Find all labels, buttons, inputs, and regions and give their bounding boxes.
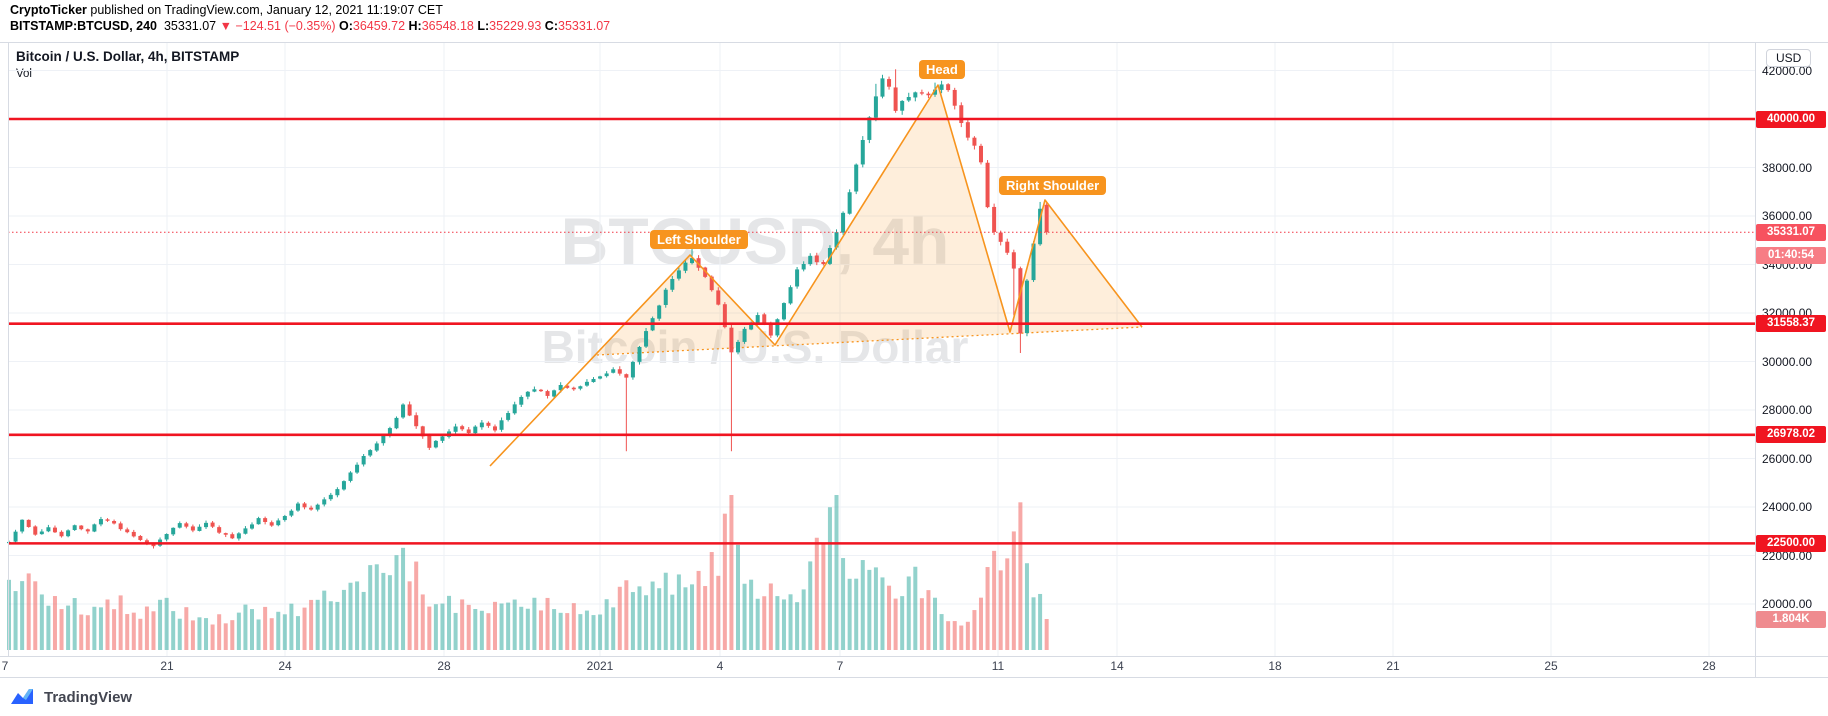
time-axis-label: 28 [1702, 659, 1716, 673]
price-axis-label: 20000.00 [1762, 597, 1813, 611]
level-price-badge: 26978.02 [1756, 426, 1826, 444]
last-price-badge: 35331.07 [1756, 223, 1826, 241]
time-axis-label: 11 [991, 659, 1005, 673]
low-label: L: [477, 19, 490, 33]
pane-borders [0, 42, 1828, 678]
last-volume-badge: 1.804K [1756, 610, 1826, 628]
time-axis-label: 2021 [586, 659, 614, 673]
level-price-badge: 40000.00 [1756, 110, 1826, 128]
price-axis-label: 22000.00 [1762, 548, 1813, 563]
tradingview-brand-text: TradingView [44, 688, 133, 706]
time-axis-label: 7 [836, 659, 844, 673]
last-price: 35331.07 [163, 19, 217, 33]
level-price-badge: 22500.00 [1756, 534, 1826, 552]
price-axis-label: 42000.00 [1762, 63, 1813, 78]
price-axis-label: 36000.00 [1762, 209, 1813, 223]
time-axis-label: 21 [160, 659, 174, 673]
head-and-shoulders-fill [596, 85, 1143, 356]
head-label[interactable]: Head [919, 60, 965, 79]
volume-bars [7, 495, 1049, 650]
open-label: O: [339, 19, 353, 33]
chart-legend-title[interactable]: Bitcoin / U.S. Dollar, 4h, BITSTAMP [16, 49, 240, 64]
time-axis-label: 21 [1386, 659, 1400, 673]
price-axis-label: 28000.00 [1762, 403, 1813, 417]
bar-countdown-badge: 01:40:54 [1756, 246, 1826, 264]
head-and-shoulders-outline [489, 84, 1143, 467]
right-shoulder-label[interactable]: Right Shoulder [999, 176, 1107, 195]
publish-text: published on TradingView.com, January 12… [86, 3, 443, 17]
time-axis-label: 7 [1, 659, 9, 673]
time-axis-label: 25 [1544, 659, 1558, 673]
price-axis-label: 38000.00 [1762, 160, 1813, 175]
tradingview-branding[interactable]: TradingView [10, 687, 132, 707]
high-label: H: [408, 19, 422, 33]
author-name: CryptoTicker [10, 3, 87, 17]
price-axis-label: 26000.00 [1762, 451, 1813, 466]
time-axis-label: 18 [1268, 659, 1282, 673]
tradingview-logo-icon [11, 689, 33, 704]
high-value: 36548.18 [421, 19, 474, 33]
open-value: 36459.72 [352, 19, 406, 33]
symbol-ohlc-bar: BITSTAMP:BTCUSD, 240 35331.07 ▼ −124.51 … [10, 19, 610, 34]
horizontal-level-lines [8, 117, 1755, 545]
left-shoulder-label[interactable]: Left Shoulder [650, 230, 748, 249]
time-axis-label: 24 [278, 659, 292, 673]
grid-lines [8, 43, 1755, 656]
symbol-name: BITSTAMP:BTCUSD, 240 [10, 19, 158, 33]
currency-unit-button[interactable]: USD [1766, 49, 1812, 67]
price-change: −124.51 (−0.35%) [235, 19, 336, 33]
time-axis-label: 14 [1110, 659, 1124, 673]
price-axis-label: 30000.00 [1762, 354, 1813, 369]
close-label: C: [544, 19, 558, 33]
publish-info: CryptoTicker published on TradingView.co… [10, 3, 443, 18]
time-axis-label: 4 [716, 659, 724, 673]
down-arrow-icon: ▼ [219, 19, 232, 33]
time-axis-label: 28 [437, 659, 451, 673]
low-value: 35229.93 [489, 19, 542, 33]
level-price-badge: 31558.37 [1756, 315, 1826, 333]
close-value: 35331.07 [558, 19, 611, 33]
watermark-name: Bitcoin / U.S. Dollar [541, 321, 969, 373]
price-axis-label: 24000.00 [1762, 500, 1813, 514]
